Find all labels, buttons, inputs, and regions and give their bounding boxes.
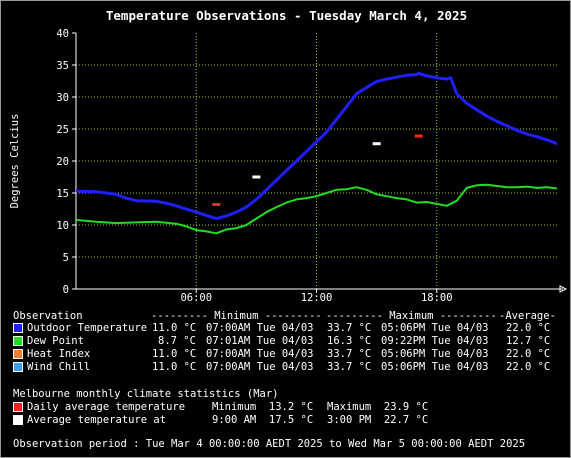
legend-min-value: 11.0 °C (152, 322, 197, 334)
climate-value-a: Minimum 13.2 °C (212, 401, 314, 413)
legend-label: Outdoor Temperature (27, 322, 148, 334)
climate-value-a: 9:00 AM 17.5 °C (212, 414, 314, 426)
legend-header-average: -Average- (499, 310, 556, 322)
climate-label: Daily average temperature (27, 401, 186, 413)
observation-period: Observation period : Tue Mar 4 00:00:00 … (13, 438, 526, 450)
legend-swatch (13, 362, 23, 372)
legend-swatch (13, 336, 23, 346)
legend-average: 22.0 °C (506, 322, 551, 334)
climate-swatch (13, 415, 23, 425)
legend-header-observation: Observation (13, 310, 83, 322)
legend-label: Heat Index (27, 348, 91, 360)
y-tick-label: 15 (56, 188, 69, 200)
series-line (75, 71, 558, 221)
legend-max-time: 05:06PM Tue 04/03 (381, 348, 489, 360)
y-tick-label: 20 (56, 156, 69, 168)
legend-label: Wind Chill (27, 361, 91, 373)
y-tick-label: 10 (56, 220, 69, 232)
legend-min-time: 07:00AM Tue 04/03 (206, 322, 314, 334)
climate-marker (252, 175, 261, 179)
legend-header-minimum: --------- Minimum --------- (151, 310, 322, 322)
climate-value-b: Maximum 23.9 °C (327, 401, 429, 413)
climate-value-b: 3:00 PM 22.7 °C (327, 414, 429, 426)
climate-swatch (13, 402, 23, 412)
climate-label: Average temperature at (27, 414, 167, 426)
y-tick-label: 25 (56, 124, 69, 136)
legend-max-time: 05:06PM Tue 04/03 (381, 322, 489, 334)
legend-header-maximum: --------- Maximum --------- (326, 310, 497, 322)
legend-min-time: 07:01AM Tue 04/03 (206, 335, 314, 347)
y-tick-label: 35 (56, 60, 69, 72)
legend-min-value: 11.0 °C (152, 348, 197, 360)
climate-marker (414, 134, 423, 138)
legend-average: 22.0 °C (506, 348, 551, 360)
legend-max-value: 33.7 °C (327, 361, 372, 373)
legend-max-value: 33.7 °C (327, 322, 372, 334)
y-tick-label: 40 (56, 28, 69, 40)
chart-title: Temperature Observations - Tuesday March… (105, 8, 468, 23)
y-axis-label: Degrees Celcius (9, 114, 21, 209)
y-tick-label: 5 (63, 252, 69, 264)
climate-marker (212, 203, 221, 207)
plot-area: 0 5 10 15 20 25 30 35 40 06:00 12:00 18:00 Degrees C… (9, 28, 568, 301)
legend-max-value: 16.3 °C (327, 335, 372, 347)
x-axis-arrow (559, 285, 568, 293)
y-tick-label: 0 (63, 284, 69, 296)
legend-average: 12.7 °C (506, 335, 551, 347)
legend-label: Dew Point (27, 335, 84, 347)
legend-swatch (13, 349, 23, 359)
x-tick-label: 12:00 (301, 292, 333, 301)
climate-marker (372, 142, 381, 146)
legend-max-value: 33.7 °C (327, 348, 372, 360)
legend-min-value: 11.0 °C (152, 361, 197, 373)
legend-max-time: 09:22PM Tue 04/03 (381, 335, 489, 347)
x-tick-label: 18:00 (421, 292, 453, 301)
series-line (75, 183, 558, 235)
legend-min-time: 07:00AM Tue 04/03 (206, 361, 314, 373)
legend-swatch (13, 323, 23, 333)
x-tick-label: 06:00 (180, 292, 212, 301)
legend-min-time: 07:00AM Tue 04/03 (206, 348, 314, 360)
legend-average: 22.0 °C (506, 361, 551, 373)
legend-min-value: 8.7 °C (158, 335, 196, 347)
legend-max-time: 05:06PM Tue 04/03 (381, 361, 489, 373)
y-tick-label: 30 (56, 92, 69, 104)
climate-header: Melbourne monthly climate statistics (Ma… (13, 388, 279, 400)
